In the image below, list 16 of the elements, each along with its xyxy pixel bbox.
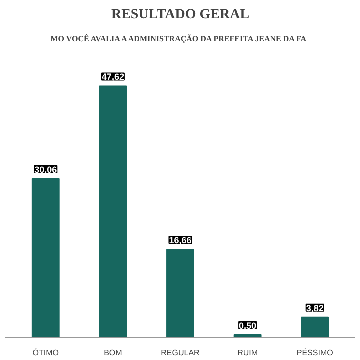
data-label: 47,62 — [102, 72, 124, 82]
x-tick-label: PÉSSIMO — [296, 348, 334, 358]
chart-subtitle: RESULTADO GERAL — [111, 8, 250, 22]
data-label: 30,06 — [34, 164, 58, 175]
x-tick-label: BOM — [104, 348, 123, 358]
chart-title: MO VOCÊ AVALIA A ADMINISTRAÇÃO DA PREFEITA JEANE DA FA — [50, 34, 307, 44]
bar — [301, 316, 330, 338]
bar — [32, 178, 60, 338]
data-label: 16,66 — [169, 236, 192, 246]
x-tick-label: REGULAR — [161, 348, 200, 358]
x-tick-label: RUIM — [238, 348, 258, 358]
bar — [99, 86, 128, 338]
data-label: 0,50 — [239, 320, 257, 331]
bar — [166, 249, 194, 338]
x-tick-label: ÓTIMO — [32, 348, 59, 358]
data-label: 3,82 — [306, 303, 324, 314]
